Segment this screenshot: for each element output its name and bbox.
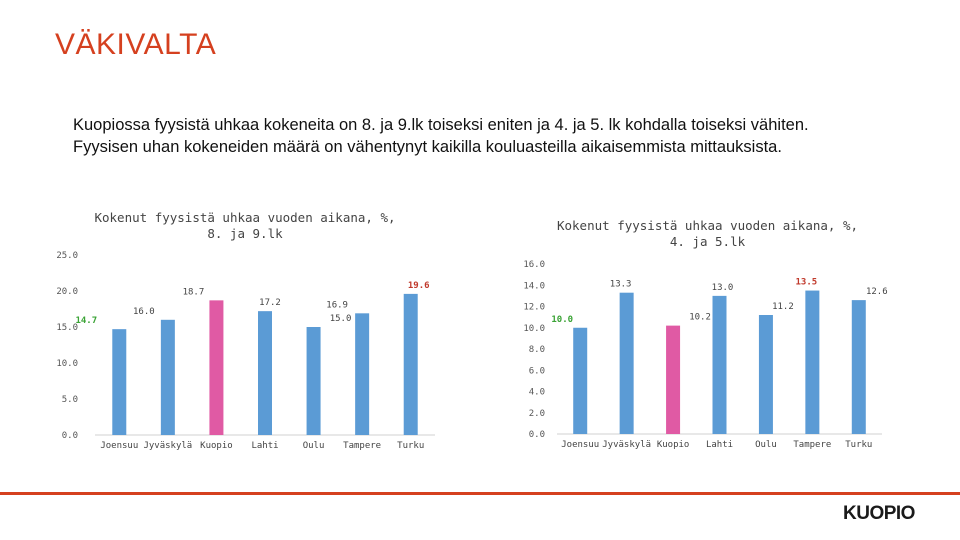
category-label: Tampere: [793, 440, 831, 450]
category-label: Turku: [397, 441, 424, 451]
summary-text: Kuopiossa fyysistä uhkaa kokeneita on 8.…: [73, 114, 933, 158]
category-label: Joensuu: [100, 441, 138, 451]
y-tick-label: 10.0: [56, 359, 78, 369]
chart-title-line-1: Kokenut fyysistä uhkaa vuoden aikana, %,: [94, 210, 396, 225]
chart-title: Kokenut fyysistä uhkaa vuoden aikana, %,…: [80, 210, 410, 242]
data-label: 16.0: [133, 307, 155, 317]
data-label: 13.3: [610, 280, 632, 290]
chart-title: Kokenut fyysistä uhkaa vuoden aikana, %,…: [535, 218, 880, 250]
category-label: Oulu: [755, 440, 777, 450]
data-label: 10.2: [689, 313, 711, 323]
y-tick-label: 25.0: [56, 251, 78, 261]
bar-jyväskylä: [160, 319, 175, 435]
bar-joensuu: [573, 327, 588, 434]
chart-title-line-2: 8. ja 9.lk: [207, 226, 283, 241]
data-label: 15.0: [330, 314, 352, 324]
bar-kuopio: [666, 325, 681, 434]
y-tick-label: 10.0: [523, 324, 545, 334]
bar-tampere: [805, 290, 820, 434]
data-label: 16.9: [326, 300, 348, 310]
footer-divider: [0, 492, 960, 495]
y-tick-label: 8.0: [529, 345, 545, 355]
y-tick-label: 15.0: [56, 323, 78, 333]
chart-title-line-2: 4. ja 5.lk: [669, 234, 746, 249]
category-label: Lahti: [706, 440, 733, 450]
category-label: Oulu: [303, 441, 325, 451]
category-label: Turku: [845, 440, 872, 450]
category-label: Tampere: [343, 441, 381, 451]
category-label: Jyväskylä: [602, 440, 651, 450]
data-label: 12.6: [866, 287, 888, 297]
bar-tampere: [355, 313, 370, 435]
data-label: 14.7: [75, 316, 97, 326]
y-tick-label: 16.0: [523, 260, 545, 270]
chart-title-line-1: Kokenut fyysistä uhkaa vuoden aikana, %,: [556, 218, 859, 233]
bar-lahti: [712, 295, 727, 434]
category-label: Kuopio: [200, 441, 233, 451]
bar-oulu: [758, 315, 773, 434]
data-label: 19.6: [408, 281, 430, 291]
data-label: 10.0: [551, 315, 573, 325]
y-tick-label: 2.0: [529, 409, 545, 419]
y-tick-label: 20.0: [56, 287, 78, 297]
y-tick-label: 5.0: [62, 395, 78, 405]
bar-jyväskylä: [619, 292, 634, 434]
y-tick-label: 0.0: [529, 430, 545, 440]
bar-turku: [403, 293, 418, 435]
summary-line-1: Kuopiossa fyysistä uhkaa kokeneita on 8.…: [73, 116, 809, 134]
y-tick-label: 12.0: [523, 303, 545, 313]
chart-4-5-grade: Kokenut fyysistä uhkaa vuoden aikana, %,…: [505, 200, 890, 460]
bar-chart-svg: 0.0 2.0 4.0 6.0 8.0 10.0 12.0 14.0 16.0 10.0 Joens…: [523, 260, 888, 450]
category-label: Joensuu: [561, 440, 599, 450]
bar-joensuu: [112, 329, 127, 435]
y-tick-label: 14.0: [523, 281, 545, 291]
data-label: 11.2: [772, 302, 794, 312]
y-tick-label: 0.0: [62, 431, 78, 441]
bar-lahti: [258, 311, 272, 435]
bar-turku: [851, 300, 866, 434]
bar-oulu: [306, 327, 321, 435]
data-label: 17.2: [259, 298, 281, 308]
page-title: VÄKIVALTA: [55, 28, 217, 61]
y-tick-label: 6.0: [529, 366, 545, 376]
data-label: 18.7: [183, 287, 205, 297]
category-label: Jyväskylä: [143, 441, 192, 451]
category-label: Kuopio: [657, 440, 690, 450]
category-label: Lahti: [251, 441, 278, 451]
y-tick-label: 4.0: [529, 388, 545, 398]
bar-kuopio: [209, 300, 224, 435]
summary-line-2: Fyysisen uhan kokeneiden määrä on vähent…: [73, 138, 782, 156]
data-label: 13.0: [712, 283, 734, 293]
chart-8-9-grade: Kokenut fyysistä uhkaa vuoden aikana, %,…: [40, 200, 450, 460]
kuopio-logo: KUOPIO: [843, 503, 915, 524]
bar-chart-svg: 0.0 5.0 10.0 15.0 20.0 25.0 14.7 Joensuu 16.0 Jyv…: [56, 251, 435, 451]
data-label: 13.5: [796, 278, 818, 288]
